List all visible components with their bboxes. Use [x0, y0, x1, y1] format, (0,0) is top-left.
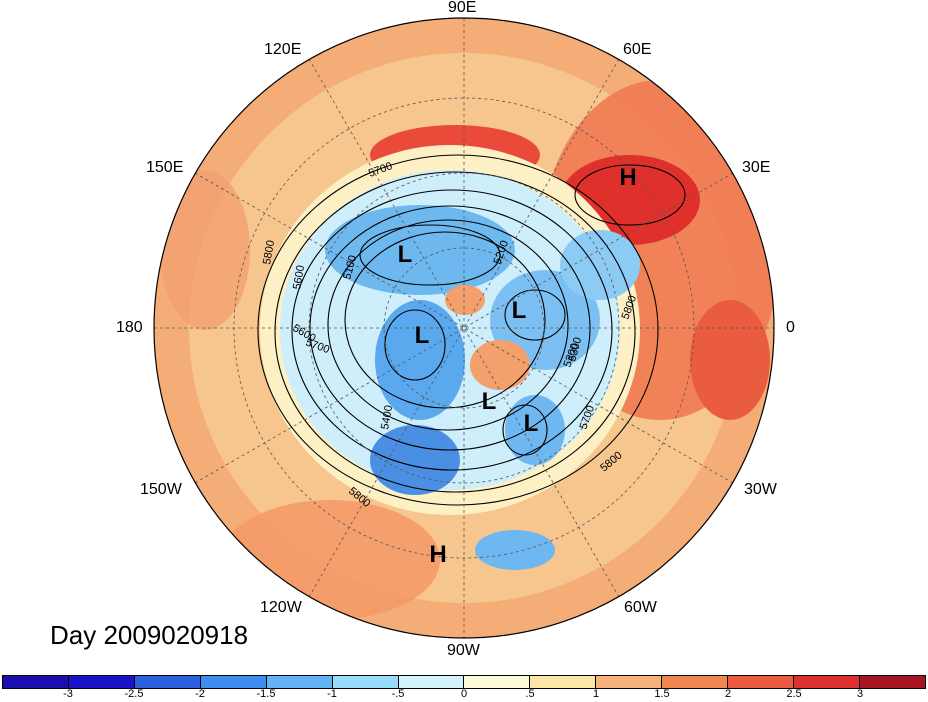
colorbar-tick-label: -3	[63, 688, 73, 700]
cold-anomaly-labrador	[505, 395, 565, 465]
colorbar-swatch	[794, 676, 860, 688]
warm-anomaly-pole	[470, 340, 530, 390]
lon-label-30e: 30E	[742, 159, 771, 176]
map-boundary	[153, 17, 775, 639]
lon-label-150w: 150W	[140, 481, 182, 498]
lon-label-150e: 150E	[146, 159, 184, 176]
lon-label-60e: 60E	[623, 41, 652, 58]
colorbar-tick-label: -1.5	[256, 688, 276, 700]
colorbar-swatch	[728, 676, 795, 688]
colorbar-swatch	[332, 676, 399, 688]
colorbar-swatch	[3, 676, 69, 688]
high-pressure-marker: H	[429, 541, 447, 568]
height-contours	[257, 154, 686, 506]
colorbar-swatch	[266, 676, 333, 688]
colorbar-swatch	[464, 676, 531, 688]
lon-label-180: 180	[116, 319, 143, 336]
low-pressure-marker: L	[414, 322, 430, 349]
contour-label: 5800	[261, 239, 277, 265]
colorbar-swatch	[596, 676, 663, 688]
cold-anomaly-caribbean	[475, 530, 555, 570]
colorbar-tick-label: 2	[724, 688, 732, 700]
low-pressure-marker: L	[397, 241, 413, 268]
low-pressure-marker: L	[511, 297, 527, 324]
cold-anomaly-pacific	[375, 300, 465, 420]
cold-anomaly-asia	[325, 205, 515, 295]
low-pressure-marker: L	[481, 388, 497, 415]
contour-label: 5400	[379, 404, 395, 430]
colorbar-swatch	[662, 676, 729, 688]
colorbar-tick-label: 1.5	[654, 688, 670, 700]
colorbar-swatch	[200, 676, 267, 688]
colorbar-swatch	[530, 676, 597, 688]
lon-label-0: 0	[786, 319, 795, 336]
lon-label-120e: 120E	[264, 41, 302, 58]
colorbar-tick-label: .5	[525, 688, 535, 700]
colorbar-tick-label: -2.5	[124, 688, 144, 700]
colorbar-tick-label: 1	[592, 688, 600, 700]
lon-label-60w: 60W	[624, 599, 657, 616]
lon-label-90w: 90W	[447, 642, 480, 659]
lon-label-120w: 120W	[260, 599, 302, 616]
graticule	[154, 18, 774, 638]
warm-anomaly-arctic	[445, 285, 485, 315]
colorbar-tick-label: 0	[460, 688, 468, 700]
day-label: Day 2009020918	[50, 620, 249, 650]
lon-label-90e: 90E	[448, 0, 477, 16]
high-pressure-marker: H	[619, 164, 637, 191]
colorbar-tick-label: 2.5	[786, 688, 802, 700]
colorbar-tick-label: -1	[327, 688, 337, 700]
colorbar-tick-label: 3	[856, 688, 864, 700]
contour-label: 5600	[291, 264, 307, 290]
colorbar-tick-label: -2	[195, 688, 205, 700]
warm-anomaly-africa	[690, 300, 770, 420]
colorbar-swatch	[134, 676, 201, 688]
cold-anomaly-canada	[370, 425, 460, 495]
lon-label-30w: 30W	[744, 481, 777, 498]
warm-anomaly-west	[160, 170, 250, 330]
low-pressure-marker: L	[523, 410, 539, 437]
colorbar-tick-label: -.5	[391, 688, 405, 700]
colorbar-swatch	[68, 676, 135, 688]
colorbar-swatch	[398, 676, 465, 688]
colorbar-swatch	[859, 676, 925, 688]
colorbar	[2, 675, 926, 689]
